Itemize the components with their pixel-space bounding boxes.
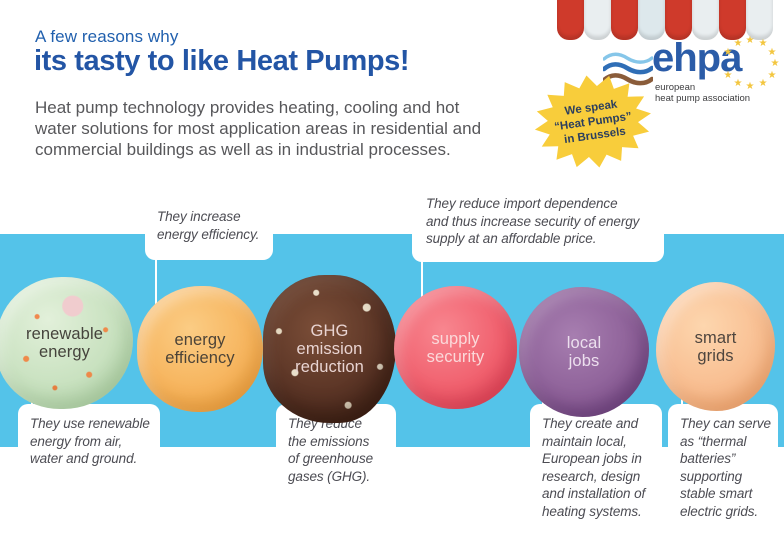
header-kicker: A few reasons why: [35, 27, 179, 46]
scoop-label: renewable energy: [25, 325, 104, 361]
connector-line: [421, 260, 423, 302]
awning-stripe: [719, 0, 746, 40]
scoop-smart-grids: smart grids: [656, 282, 775, 411]
logo-tagline: european heat pump association: [655, 82, 751, 104]
awning-stripe: [692, 0, 719, 40]
callout-smart-grids: They can serve as “thermal batteries” su…: [668, 404, 778, 534]
awning-icon: [557, 0, 773, 40]
awning-stripe: [638, 0, 665, 40]
awning-stripe: [611, 0, 638, 40]
awning-stripe: [557, 0, 584, 40]
scoop-label: supply security: [426, 329, 485, 366]
speech-badge: We speak “Heat Pumps” in Brussels: [526, 66, 660, 178]
callout-energy-efficiency: They increase energy efficiency.: [145, 197, 273, 260]
callout-supply-security: They reduce import dependence and thus i…: [412, 185, 664, 262]
logo-waves-icon: [603, 52, 653, 86]
intro-text: Heat pump technology provides heating, c…: [35, 98, 482, 159]
scoop-renewable-energy: renewable energy: [0, 277, 133, 409]
scoop-energy-efficiency: energy efficiency: [137, 286, 263, 412]
scoop-label: energy efficiency: [165, 331, 235, 367]
ehpa-logo: ehpa european heat pump association: [600, 36, 784, 110]
scoop-local-jobs: local jobs: [519, 287, 649, 417]
scoop-supply-security: supply security: [394, 286, 517, 409]
callout-local-jobs: They create and maintain local, European…: [530, 404, 662, 534]
connector-line: [155, 258, 157, 308]
scoop-ghg-emission-reduction: GHG emission reduction: [263, 275, 396, 423]
awning-stripe: [584, 0, 611, 40]
scoop-label: GHG emission reduction: [295, 322, 364, 376]
callout-renewable-energy: They use renewable energy from air, wate…: [18, 404, 160, 484]
logo-wordmark: ehpa: [652, 36, 742, 80]
scoop-label: smart grids: [694, 328, 737, 365]
awning-stripe: [665, 0, 692, 40]
scoop-label: local jobs: [566, 334, 602, 370]
badge-text: We speak “Heat Pumps” in Brussels: [553, 98, 633, 147]
starburst-icon: [534, 75, 651, 168]
page-title: its tasty to like Heat Pumps!: [34, 45, 410, 77]
awning-stripe: [746, 0, 773, 40]
